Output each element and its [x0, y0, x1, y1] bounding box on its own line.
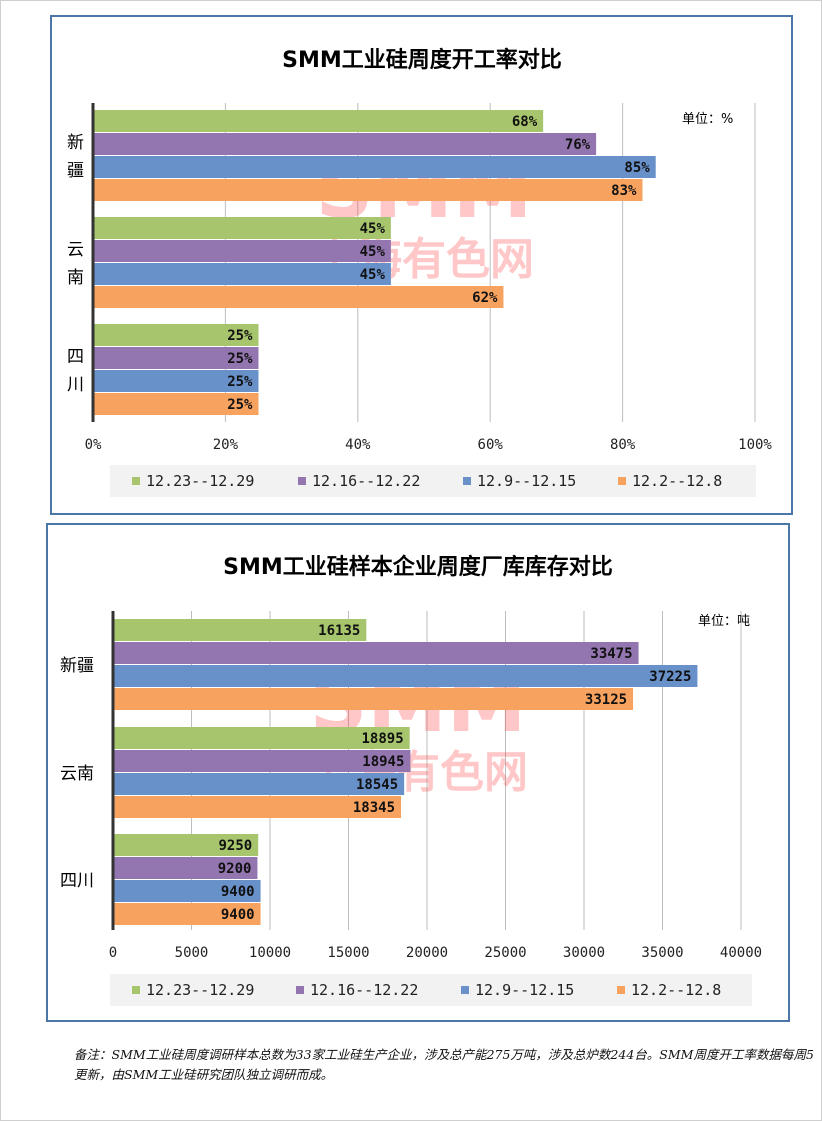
utilization-chart-panel: SMM工业硅周度开工率对比SMM上海有色网单位：%68%76%85%83%新疆4… — [50, 15, 793, 515]
category-label: 南 — [67, 268, 84, 288]
data-label: 18545 — [356, 777, 398, 793]
category-label: 云 — [67, 240, 84, 260]
category-label: 新疆 — [60, 656, 94, 676]
category-label: 川 — [67, 375, 84, 395]
bar — [93, 217, 391, 239]
legend-entry: 12.9--12.15 — [477, 472, 576, 490]
bar — [113, 688, 634, 710]
data-label: 76% — [565, 137, 591, 153]
utilization-chart: SMM工业硅周度开工率对比SMM上海有色网单位：%68%76%85%83%新疆4… — [67, 47, 772, 497]
bar — [113, 880, 261, 902]
legend-entry: 12.9--12.15 — [475, 981, 574, 999]
chart-title: SMM工业硅周度开工率对比 — [282, 47, 562, 73]
bar — [113, 834, 259, 856]
data-label: 68% — [512, 114, 538, 130]
bar — [113, 773, 405, 795]
data-label: 62% — [472, 290, 498, 306]
legend-swatch — [132, 477, 140, 485]
legend — [110, 974, 752, 1006]
data-label: 9400 — [221, 884, 255, 900]
data-label: 85% — [624, 160, 650, 176]
legend-entry: 12.2--12.8 — [632, 472, 722, 490]
bar — [113, 727, 410, 749]
legend-swatch — [461, 986, 469, 994]
bar — [93, 370, 259, 392]
data-label: 9250 — [219, 838, 253, 854]
bar — [113, 903, 261, 925]
legend-entry: 12.23--12.29 — [146, 981, 254, 999]
bar — [113, 619, 367, 641]
data-label: 9200 — [218, 861, 252, 877]
legend-entry: 12.16--12.22 — [310, 981, 418, 999]
bar — [93, 393, 259, 415]
legend-swatch — [618, 477, 626, 485]
tick-label: 20000 — [406, 945, 448, 961]
tick-label: 20% — [213, 437, 239, 453]
data-label: 25% — [227, 351, 253, 367]
bar — [93, 324, 259, 346]
legend-swatch — [617, 986, 625, 994]
bar — [93, 133, 597, 155]
footnote: 备注：SMM工业硅周度调研样本总数为33家工业硅生产企业，涉及总产能275万吨，… — [74, 1047, 814, 1082]
data-label: 25% — [227, 374, 253, 390]
tick-label: 15000 — [327, 945, 369, 961]
tick-label: 100% — [738, 437, 772, 453]
data-label: 18345 — [353, 800, 395, 816]
bar — [93, 240, 391, 262]
tick-label: 60% — [478, 437, 504, 453]
legend-entry: 12.23--12.29 — [146, 472, 254, 490]
tick-label: 40% — [345, 437, 371, 453]
category-label: 四 — [67, 347, 84, 367]
bar — [113, 642, 639, 664]
legend — [110, 465, 756, 497]
tick-label: 35000 — [641, 945, 683, 961]
data-label: 45% — [360, 267, 386, 283]
tick-label: 0 — [109, 945, 117, 961]
data-label: 33125 — [585, 692, 627, 708]
tick-label: 25000 — [484, 945, 526, 961]
legend-swatch — [296, 986, 304, 994]
inventory-chart: SMM工业硅样本企业周度厂库库存对比SMM上海有色网单位：吨1613533475… — [60, 554, 762, 1006]
bar — [113, 857, 258, 879]
data-label: 45% — [360, 244, 386, 260]
chart-title: SMM工业硅样本企业周度厂库库存对比 — [223, 554, 613, 580]
bar — [93, 179, 643, 201]
category-label: 云南 — [60, 764, 94, 784]
tick-label: 40000 — [720, 945, 762, 961]
bar — [113, 665, 698, 687]
bar — [93, 156, 656, 178]
bar — [93, 347, 259, 369]
tick-label: 0% — [85, 437, 102, 453]
tick-label: 80% — [610, 437, 636, 453]
data-label: 37225 — [649, 669, 691, 685]
data-label: 18945 — [362, 754, 404, 770]
data-label: 25% — [227, 397, 253, 413]
tick-label: 10000 — [249, 945, 291, 961]
data-label: 18895 — [361, 731, 403, 747]
data-label: 9400 — [221, 907, 255, 923]
data-label: 16135 — [318, 623, 360, 639]
legend-swatch — [298, 477, 306, 485]
inventory-chart-panel: SMM工业硅样本企业周度厂库库存对比SMM上海有色网单位：吨1613533475… — [46, 523, 790, 1022]
data-label: 45% — [360, 221, 386, 237]
unit-label: 单位：% — [682, 112, 733, 127]
category-label: 四川 — [60, 871, 94, 891]
unit-label: 单位：吨 — [698, 614, 750, 629]
legend-entry: 12.2--12.8 — [631, 981, 721, 999]
legend-entry: 12.16--12.22 — [312, 472, 420, 490]
bar — [113, 796, 402, 818]
legend-swatch — [463, 477, 471, 485]
legend-swatch — [132, 986, 140, 994]
category-label: 新 — [67, 133, 84, 153]
bar — [93, 110, 544, 132]
bar — [93, 263, 391, 285]
category-label: 疆 — [67, 161, 84, 181]
data-label: 25% — [227, 328, 253, 344]
data-label: 83% — [611, 183, 637, 199]
bar — [113, 750, 411, 772]
tick-label: 5000 — [175, 945, 209, 961]
bar — [93, 286, 504, 308]
tick-label: 30000 — [563, 945, 605, 961]
data-label: 33475 — [590, 646, 632, 662]
